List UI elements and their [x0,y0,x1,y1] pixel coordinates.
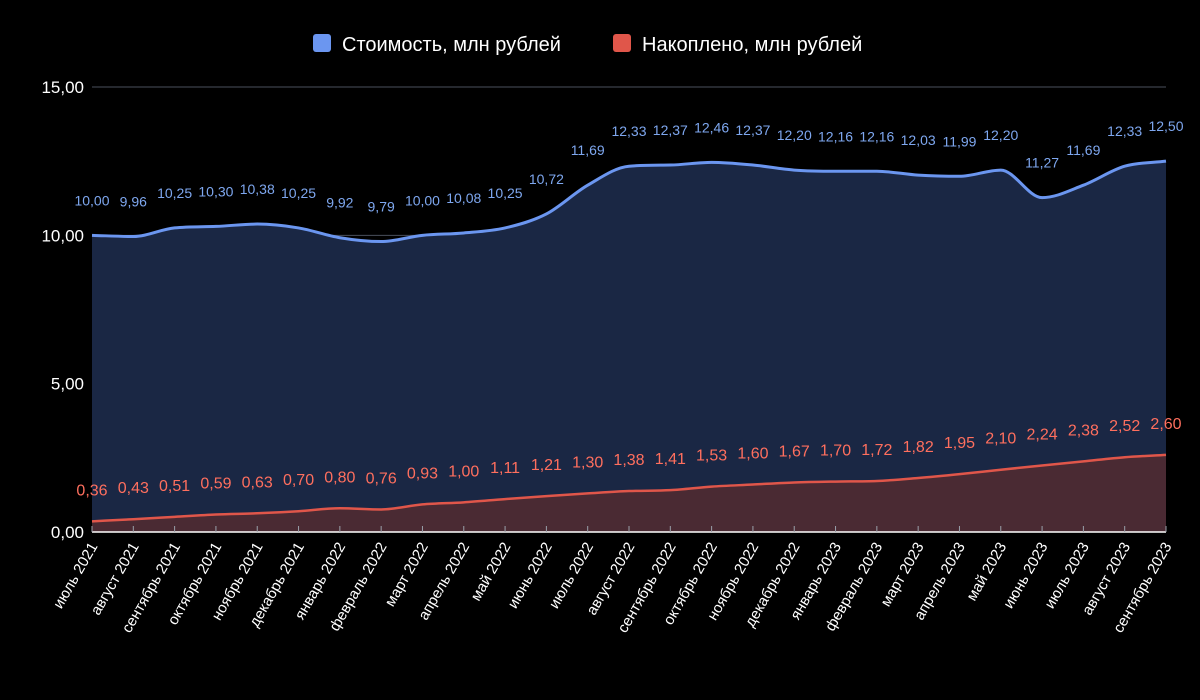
value-data-label: 10,00 [405,192,440,208]
value-data-label: 12,16 [818,128,853,144]
accumulated-data-label: 0,70 [283,472,314,489]
value-data-label: 10,00 [74,192,109,208]
value-data-label: 12,20 [777,127,812,143]
y-tick-label: 0,00 [51,523,84,542]
value-data-label: 12,03 [901,132,936,148]
value-data-label: 12,20 [983,127,1018,143]
accumulated-data-label: 2,10 [985,431,1016,448]
value-data-label: 12,37 [653,122,688,138]
accumulated-data-label: 1,72 [861,442,892,459]
legend-accumulated-label: Накоплено, млн рублей [642,34,862,56]
accumulated-data-label: 2,38 [1068,422,1099,439]
accumulated-series-area [92,454,1166,532]
accumulated-data-label: 0,43 [118,480,149,497]
accumulated-data-label: 2,24 [1027,427,1058,444]
y-tick-label: 5,00 [51,375,84,394]
accumulated-data-label: 0,51 [159,478,190,495]
accumulated-data-label: 1,82 [903,439,934,456]
y-tick-label: 10,00 [41,226,84,245]
value-data-label: 10,38 [240,181,275,197]
value-data-label: 12,50 [1148,118,1183,134]
accumulated-data-label: 1,21 [531,457,562,474]
value-data-label: 10,08 [446,190,481,206]
value-data-label: 11,69 [1066,142,1100,158]
accumulated-data-label: 1,00 [448,463,479,480]
value-series-line [91,159,1167,244]
accumulated-data-label: 1,53 [696,448,727,465]
accumulated-data-label: 1,41 [655,451,686,468]
value-data-label: 10,25 [488,185,523,201]
accumulated-data-label: 0,76 [366,470,397,487]
accumulated-data-label: 0,93 [407,465,438,482]
accumulated-data-label: 1,70 [820,443,851,460]
accumulated-data-label: 1,30 [572,454,603,471]
value-data-label: 10,72 [529,171,564,187]
legend-accumulated-swatch [613,34,631,52]
accumulated-data-label: 1,38 [613,452,644,469]
legend-value-label: Стоимость, млн рублей [342,34,561,56]
value-data-label: 12,33 [1107,123,1142,139]
legend-value-swatch [313,34,331,52]
accumulated-data-label: 0,80 [324,469,355,486]
value-data-label: 12,16 [859,128,894,144]
x-tick-label: май 2022 [468,540,515,604]
x-tick-label: май 2023 [963,540,1010,604]
value-data-label: 11,99 [942,133,976,149]
value-data-label: 10,25 [281,185,316,201]
value-data-label: 9,92 [326,195,353,211]
accumulated-data-label: 1,60 [737,446,768,463]
value-data-label: 12,37 [735,122,770,138]
value-data-label: 12,33 [611,123,646,139]
value-data-label: 11,69 [571,142,605,158]
accumulated-data-label: 0,63 [242,474,273,491]
accumulated-data-label: 1,11 [490,460,520,477]
value-data-label: 11,27 [1025,155,1059,171]
accumulated-data-label: 2,60 [1150,416,1181,433]
value-data-label: 12,46 [694,119,729,135]
accumulated-data-label: 2,52 [1109,418,1140,435]
accumulated-data-label: 1,95 [944,435,975,452]
accumulated-data-label: 0,36 [76,482,107,499]
value-data-label: 9,96 [120,194,147,210]
accumulated-data-label: 1,67 [779,443,810,460]
accumulated-data-label: 0,59 [200,475,231,492]
accumulated-series-line [91,453,1167,523]
value-data-label: 9,79 [368,199,395,215]
y-tick-label: 15,00 [41,78,84,97]
value-series-area [92,161,1166,533]
value-data-label: 10,30 [198,183,233,199]
value-data-label: 10,25 [157,185,192,201]
